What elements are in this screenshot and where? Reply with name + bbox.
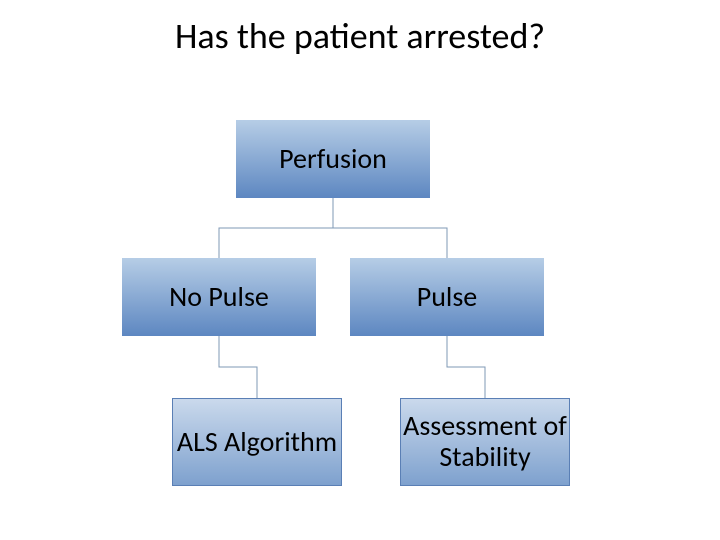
- node-als: ALS Algorithm: [172, 398, 342, 486]
- node-pulse: Pulse: [350, 258, 544, 336]
- node-label: Assessment of Stability: [401, 411, 569, 473]
- node-label: ALS Algorithm: [177, 427, 337, 458]
- connector: [219, 336, 257, 398]
- page-title: Has the patient arrested?: [0, 14, 720, 58]
- node-assessment: Assessment of Stability: [400, 398, 570, 486]
- node-no_pulse: No Pulse: [122, 258, 316, 336]
- node-perfusion: Perfusion: [236, 120, 430, 198]
- node-label: Pulse: [417, 282, 477, 313]
- node-label: Perfusion: [279, 144, 387, 175]
- connector: [447, 336, 485, 398]
- connector: [333, 198, 447, 258]
- connector: [219, 198, 333, 258]
- node-label: No Pulse: [169, 282, 269, 313]
